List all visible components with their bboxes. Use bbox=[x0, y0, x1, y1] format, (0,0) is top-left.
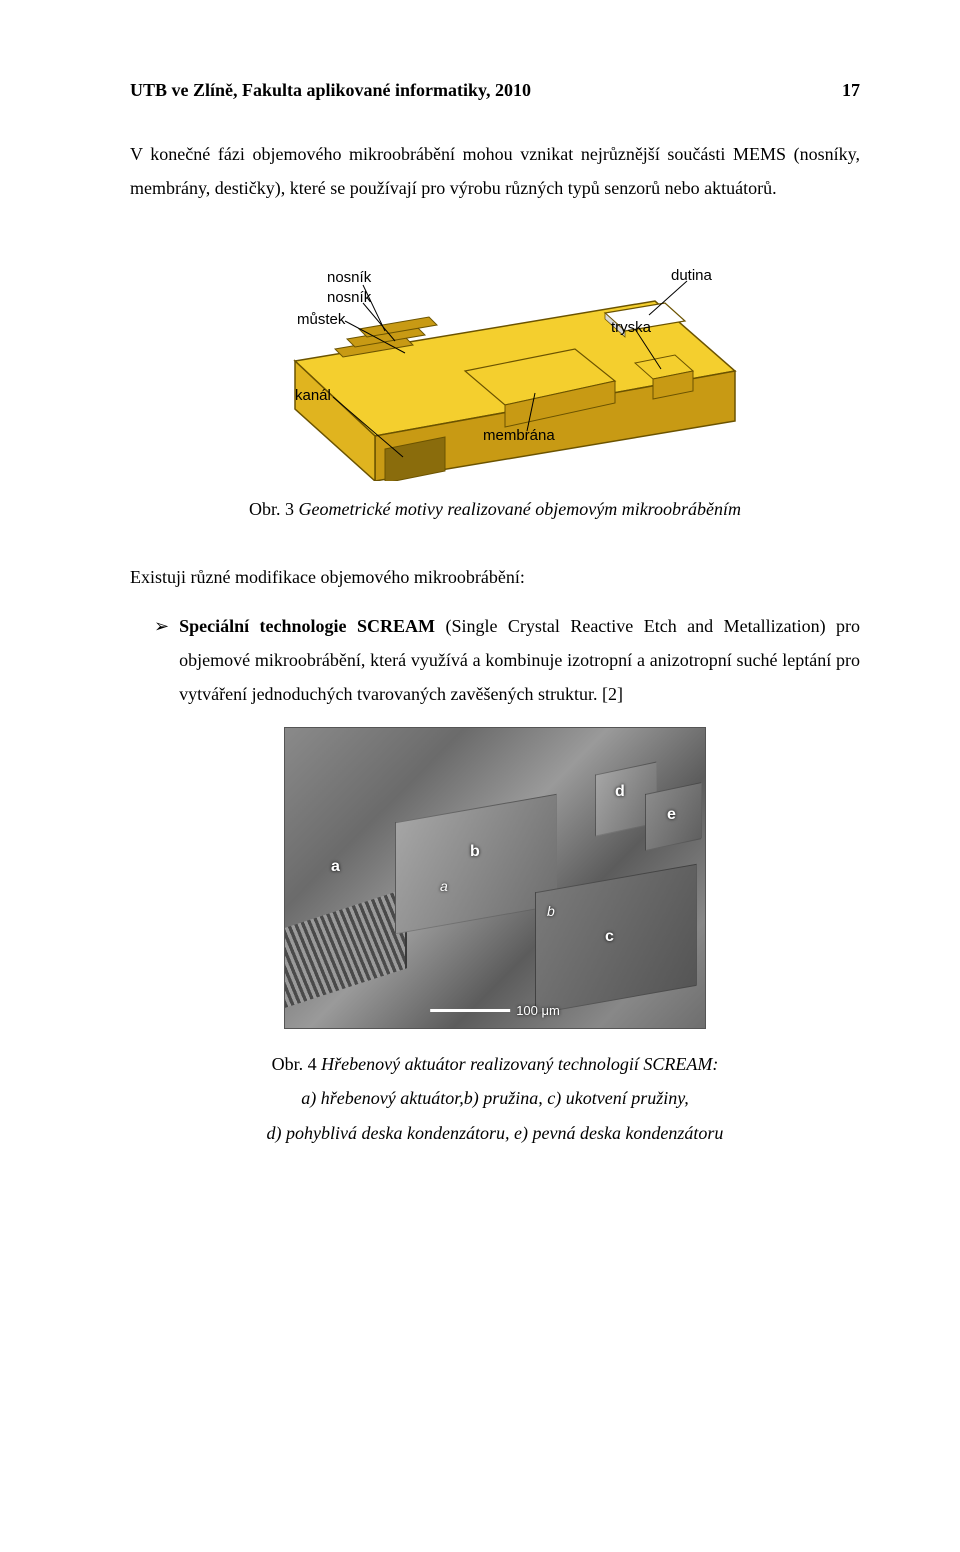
fig4-region-c bbox=[535, 864, 697, 1015]
bullet-marker-icon: ➢ bbox=[154, 609, 169, 643]
figure-4: a b c d e a b 100 μm Obr. 4 Hřebenový ak… bbox=[130, 727, 860, 1150]
header-left: UTB ve Zlíně, Fakulta aplikované informa… bbox=[130, 80, 531, 101]
fig3-label-kanal: kanál bbox=[295, 387, 331, 404]
fig4-region-b bbox=[395, 794, 557, 935]
fig4-label-d: d bbox=[615, 783, 625, 801]
bullet-bold: Speciální technologie SCREAM bbox=[179, 616, 435, 636]
paragraph-intro: V konečné fázi objemového mikroobrábění … bbox=[130, 137, 860, 205]
document-page: UTB ve Zlíně, Fakulta aplikované informa… bbox=[0, 0, 960, 1250]
fig3-label-mustek: můstek bbox=[297, 311, 345, 328]
fig4-label-a: a bbox=[331, 858, 340, 876]
figure-4-graphic: a b c d e a b 100 μm bbox=[284, 727, 706, 1029]
header-page-number: 17 bbox=[842, 80, 860, 101]
fig4-label-b: b bbox=[470, 843, 480, 861]
fig4-scale: 100 μm bbox=[430, 1003, 560, 1018]
figure-4-caption-line1: Hřebenový aktuátor realizovaný technolog… bbox=[321, 1054, 718, 1074]
figure-3: nosník nosník můstek kanál membrána trys… bbox=[130, 221, 860, 520]
fig3-label-tryska: tryska bbox=[611, 319, 651, 336]
fig3-label-dutina: dutina bbox=[671, 267, 712, 284]
fig4-scale-text: 100 μm bbox=[516, 1003, 560, 1018]
fig4-scale-bar bbox=[430, 1009, 510, 1012]
figure-3-graphic: nosník nosník můstek kanál membrána trys… bbox=[235, 221, 755, 481]
fig3-label-nosnik1: nosník bbox=[327, 269, 371, 286]
fig4-arrow-b: b bbox=[547, 903, 555, 919]
fig4-comb-region bbox=[285, 888, 407, 1008]
figure-3-caption-label: Obr. 3 bbox=[249, 499, 294, 519]
bullet-text: Speciální technologie SCREAM (Single Cry… bbox=[179, 609, 860, 712]
bullet-scream: ➢ Speciální technologie SCREAM (Single C… bbox=[154, 609, 860, 712]
modifications-intro: Existuji různé modifikace objemového mik… bbox=[130, 560, 860, 594]
figure-3-caption-text: Geometrické motivy realizované objemovým… bbox=[298, 499, 741, 519]
fig4-arrow-a: a bbox=[440, 878, 448, 894]
figure-4-caption-line2: a) hřebenový aktuátor,b) pružina, c) uko… bbox=[301, 1088, 688, 1108]
fig4-label-c: c bbox=[605, 928, 614, 946]
fig4-label-e: e bbox=[667, 806, 676, 824]
page-header: UTB ve Zlíně, Fakulta aplikované informa… bbox=[130, 80, 860, 101]
figure-4-caption-line3: d) pohyblivá deska kondenzátoru, e) pevn… bbox=[267, 1123, 724, 1143]
figure-3-caption: Obr. 3 Geometrické motivy realizované ob… bbox=[130, 499, 860, 520]
figure-4-caption: Obr. 4 Hřebenový aktuátor realizovaný te… bbox=[130, 1047, 860, 1150]
fig3-label-nosnik2: nosník bbox=[327, 289, 371, 306]
fig3-label-membrana: membrána bbox=[483, 427, 555, 444]
figure-4-caption-label: Obr. 4 bbox=[272, 1054, 317, 1074]
